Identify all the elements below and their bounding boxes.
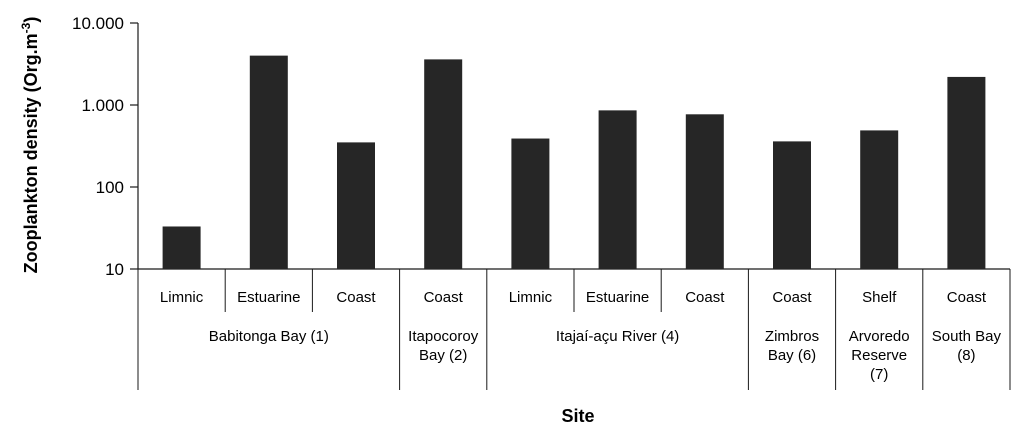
category-label: Coast — [947, 289, 987, 306]
group-label: Arvoredo — [849, 328, 910, 345]
bar — [337, 142, 375, 269]
category-label: Limnic — [509, 289, 553, 306]
bar — [773, 141, 811, 269]
group-label: Babitonga Bay (1) — [209, 328, 329, 345]
category-label: Coast — [685, 289, 725, 306]
category-label: Limnic — [160, 289, 204, 306]
group-label: Bay (6) — [768, 347, 816, 364]
y-tick-label: 100 — [96, 178, 124, 197]
bar — [424, 59, 463, 269]
group-label: (7) — [870, 366, 888, 383]
group-label: Itajaí-açu River (4) — [556, 328, 679, 345]
bar — [162, 226, 201, 269]
group-label: South Bay — [932, 328, 1002, 345]
group-label: Bay (2) — [419, 347, 467, 364]
category-label: Coast — [336, 289, 376, 306]
bar — [249, 55, 288, 270]
category-label: Coast — [772, 289, 812, 306]
group-label: Zimbros — [765, 328, 819, 345]
bar — [947, 76, 986, 269]
bar — [685, 114, 724, 269]
group-label: Reserve — [851, 347, 907, 364]
y-tick-label: 10.000 — [72, 14, 124, 33]
y-tick-label: 1.000 — [81, 96, 124, 115]
category-label: Shelf — [862, 289, 897, 306]
bar — [598, 110, 637, 269]
category-label: Coast — [424, 289, 464, 306]
group-label: (8) — [957, 347, 975, 364]
y-tick-label: 10 — [105, 260, 124, 279]
bar — [511, 138, 550, 269]
category-label: Estuarine — [586, 289, 649, 306]
category-label: Estuarine — [237, 289, 300, 306]
y-axis-label: Zooplankton density (Org.m-3) — [19, 17, 41, 274]
bar — [860, 130, 899, 269]
group-label: Itapocoroy — [408, 328, 479, 345]
x-axis-label: Site — [561, 406, 594, 426]
